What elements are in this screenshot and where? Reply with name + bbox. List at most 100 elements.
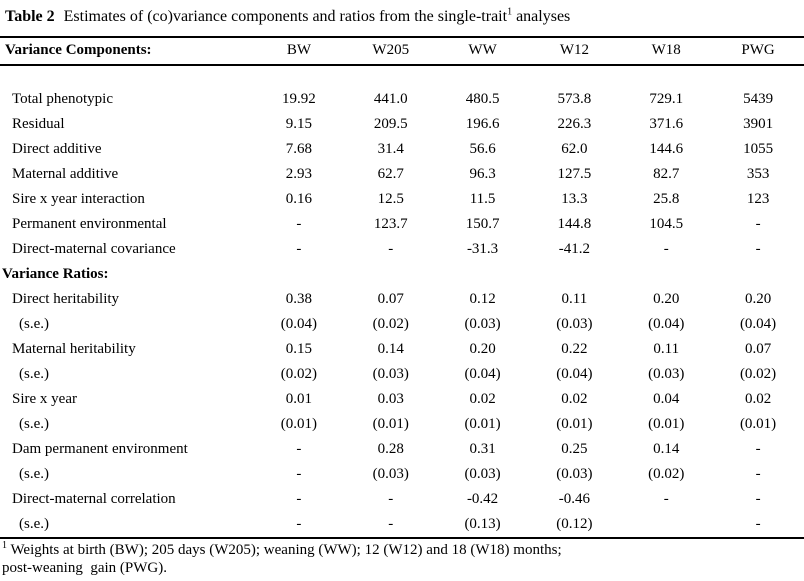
table-row: Maternal additive 2.93 62.7 96.3 127.5 82.7 3… bbox=[0, 162, 804, 187]
cell: 11.5 bbox=[469, 191, 496, 207]
cell: 573.8 bbox=[557, 91, 592, 107]
row-label: Residual bbox=[12, 116, 65, 132]
cell: 7.68 bbox=[285, 141, 313, 157]
variance-components-table: Variance Components: BW W205 WW W12 W18 … bbox=[0, 36, 804, 539]
cell: 144.6 bbox=[649, 141, 684, 157]
table-row: Variance Ratios: bbox=[0, 262, 804, 287]
cell: 1055 bbox=[743, 141, 774, 157]
cell: (0.03) bbox=[372, 366, 409, 382]
cell: (0.03) bbox=[372, 466, 409, 482]
cell: (0.01) bbox=[556, 416, 593, 432]
cell: 196.6 bbox=[465, 116, 500, 132]
cell: 62.0 bbox=[561, 141, 588, 157]
table-row: (s.e.) (0.01) (0.01) (0.01) (0.01) (0.01) (0.… bbox=[0, 412, 804, 437]
row-label: Direct-maternal correlation bbox=[12, 491, 176, 507]
cell: 353 bbox=[746, 166, 770, 182]
cell: 0.14 bbox=[653, 441, 680, 457]
cell: 0.14 bbox=[377, 341, 404, 357]
table-caption-suffix: analyses bbox=[512, 8, 571, 25]
cell: - bbox=[296, 516, 302, 532]
cell: (0.02) bbox=[372, 316, 409, 332]
column-header-w205: W205 bbox=[344, 36, 437, 66]
cell: - bbox=[296, 216, 302, 232]
row-label: (s.e.) bbox=[19, 366, 49, 382]
cell: - bbox=[388, 241, 394, 257]
cell: 96.3 bbox=[469, 166, 496, 182]
column-header-bw: BW bbox=[253, 36, 345, 66]
header-row: Variance Components: BW W205 WW W12 W18 … bbox=[0, 36, 804, 66]
cell: (0.12) bbox=[556, 516, 593, 532]
cell: - bbox=[296, 241, 302, 257]
cell: (0.04) bbox=[739, 316, 777, 332]
cell: 12.5 bbox=[377, 191, 404, 207]
table-row: Maternal heritability 0.15 0.14 0.20 0.22 0.… bbox=[0, 337, 804, 362]
table-row: Direct-maternal correlation - - -0.42 -0.46… bbox=[0, 487, 804, 512]
table-row: Sire x year interaction 0.16 12.5 11.5 13.3… bbox=[0, 187, 804, 212]
cell: 0.25 bbox=[561, 441, 588, 457]
cell: 0.03 bbox=[377, 391, 404, 407]
cell: - bbox=[296, 466, 302, 482]
cell: (0.03) bbox=[464, 466, 501, 482]
cell: 371.6 bbox=[649, 116, 684, 132]
cell: - bbox=[755, 466, 761, 482]
cell: 150.7 bbox=[465, 216, 500, 232]
cell: 123 bbox=[746, 191, 770, 207]
cell: -31.3 bbox=[466, 241, 499, 257]
cell: 82.7 bbox=[653, 166, 680, 182]
cell: 209.5 bbox=[373, 116, 408, 132]
cell: (0.02) bbox=[280, 366, 318, 382]
table-header: Variance Components: BW W205 WW W12 W18 … bbox=[0, 36, 804, 66]
row-label: (s.e.) bbox=[19, 316, 49, 332]
cell: 0.04 bbox=[653, 391, 680, 407]
row-label: Maternal heritability bbox=[12, 341, 136, 357]
table-number: Table 2 bbox=[5, 8, 55, 25]
cell: - bbox=[663, 491, 669, 507]
cell: - bbox=[755, 441, 761, 457]
cell bbox=[620, 512, 712, 538]
row-label: (s.e.) bbox=[19, 516, 49, 532]
cell bbox=[253, 262, 345, 287]
cell: (0.01) bbox=[280, 416, 318, 432]
cell: 0.02 bbox=[744, 391, 772, 407]
cell: 9.15 bbox=[285, 116, 313, 132]
row-label: Direct heritability bbox=[12, 291, 120, 307]
table-body: Total phenotypic 19.92 441.0 480.5 573.8 729… bbox=[0, 65, 804, 538]
cell: (0.01) bbox=[372, 416, 409, 432]
cell: 123.7 bbox=[373, 216, 408, 232]
cell: 0.38 bbox=[285, 291, 313, 307]
footnote-marker: 1 bbox=[2, 540, 7, 551]
row-label: Sire x year interaction bbox=[12, 191, 145, 207]
table-row: Permanent environmental - 123.7 150.7 144.8… bbox=[0, 212, 804, 237]
cell: 31.4 bbox=[377, 141, 404, 157]
row-label: Direct additive bbox=[12, 141, 102, 157]
row-label: (s.e.) bbox=[19, 466, 49, 482]
cell: 127.5 bbox=[557, 166, 592, 182]
cell: 104.5 bbox=[649, 216, 684, 232]
table-footnote: 1 Weights at birth (BW); 205 days (W205)… bbox=[0, 539, 804, 577]
row-label: Variance Ratios: bbox=[2, 266, 109, 282]
cell: - bbox=[296, 441, 302, 457]
row-label: Maternal additive bbox=[12, 166, 119, 182]
cell: - bbox=[296, 491, 302, 507]
table-caption: Table 2 Estimates of (co)variance compone… bbox=[0, 7, 804, 27]
cell: (0.04) bbox=[280, 316, 318, 332]
cell: 441.0 bbox=[373, 91, 408, 107]
cell: (0.04) bbox=[648, 316, 685, 332]
cell: -0.46 bbox=[558, 491, 591, 507]
table-row: (s.e.) - - (0.13) (0.12) - bbox=[0, 512, 804, 538]
cell: 56.6 bbox=[469, 141, 496, 157]
cell: (0.04) bbox=[464, 366, 501, 382]
footnote-line-2: post-weaning gain (PWG). bbox=[2, 560, 167, 576]
cell bbox=[437, 262, 529, 287]
cell: 19.92 bbox=[282, 91, 316, 107]
column-header-w12: W12 bbox=[528, 36, 621, 66]
cell: - bbox=[663, 241, 669, 257]
cell: (0.02) bbox=[739, 366, 777, 382]
table-row: Total phenotypic 19.92 441.0 480.5 573.8 729… bbox=[0, 65, 804, 112]
cell: 5439 bbox=[743, 91, 774, 107]
cell: 226.3 bbox=[557, 116, 592, 132]
row-label: (s.e.) bbox=[19, 416, 49, 432]
footnote-line-1: Weights at birth (BW); 205 days (W205); … bbox=[7, 542, 562, 558]
cell: 3901 bbox=[743, 116, 774, 132]
table-row: Residual 9.15 209.5 196.6 226.3 371.6 3901 bbox=[0, 112, 804, 137]
